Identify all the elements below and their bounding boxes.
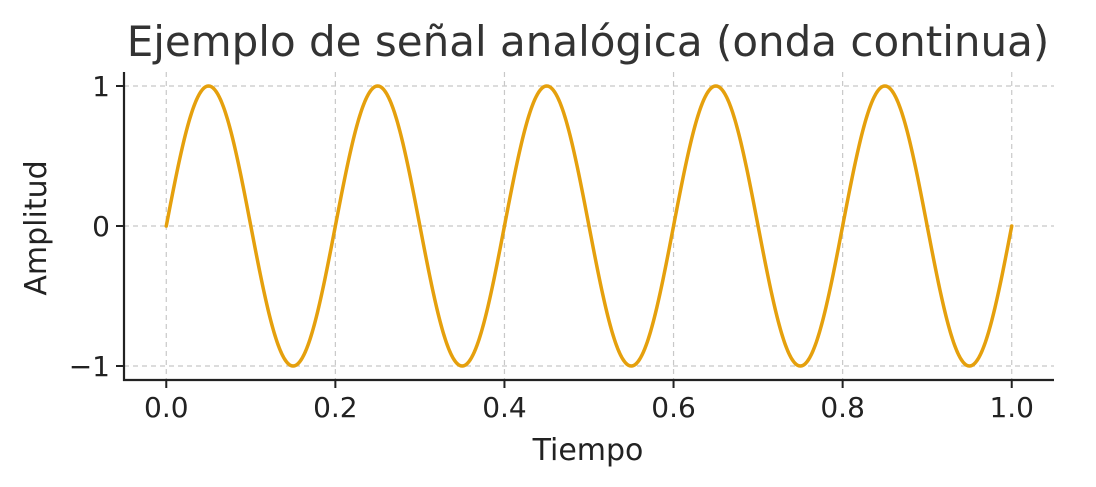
y-tick-label: 0 [92, 210, 110, 243]
series [164, 84, 1014, 368]
y-tick-label: −1 [69, 350, 110, 383]
x-tick-label: 0.0 [144, 391, 189, 424]
x-axis-label: Tiempo [532, 433, 644, 468]
x-tick-label: 0.6 [651, 391, 696, 424]
ticks: 0.0 0.2 0.4 0.6 0.8 1.0 −1 0 1 [69, 70, 1034, 424]
x-tick-label: 1.0 [989, 391, 1034, 424]
y-axis-label: Amplitud [19, 160, 54, 295]
x-tick-label: 0.8 [820, 391, 865, 424]
series-line [164, 84, 1014, 368]
x-tick-label: 0.4 [482, 391, 527, 424]
y-tick-label: 1 [92, 70, 110, 103]
chart-title: Ejemplo de señal analógica (onda continu… [127, 17, 1050, 66]
x-tick-label: 0.2 [313, 391, 358, 424]
